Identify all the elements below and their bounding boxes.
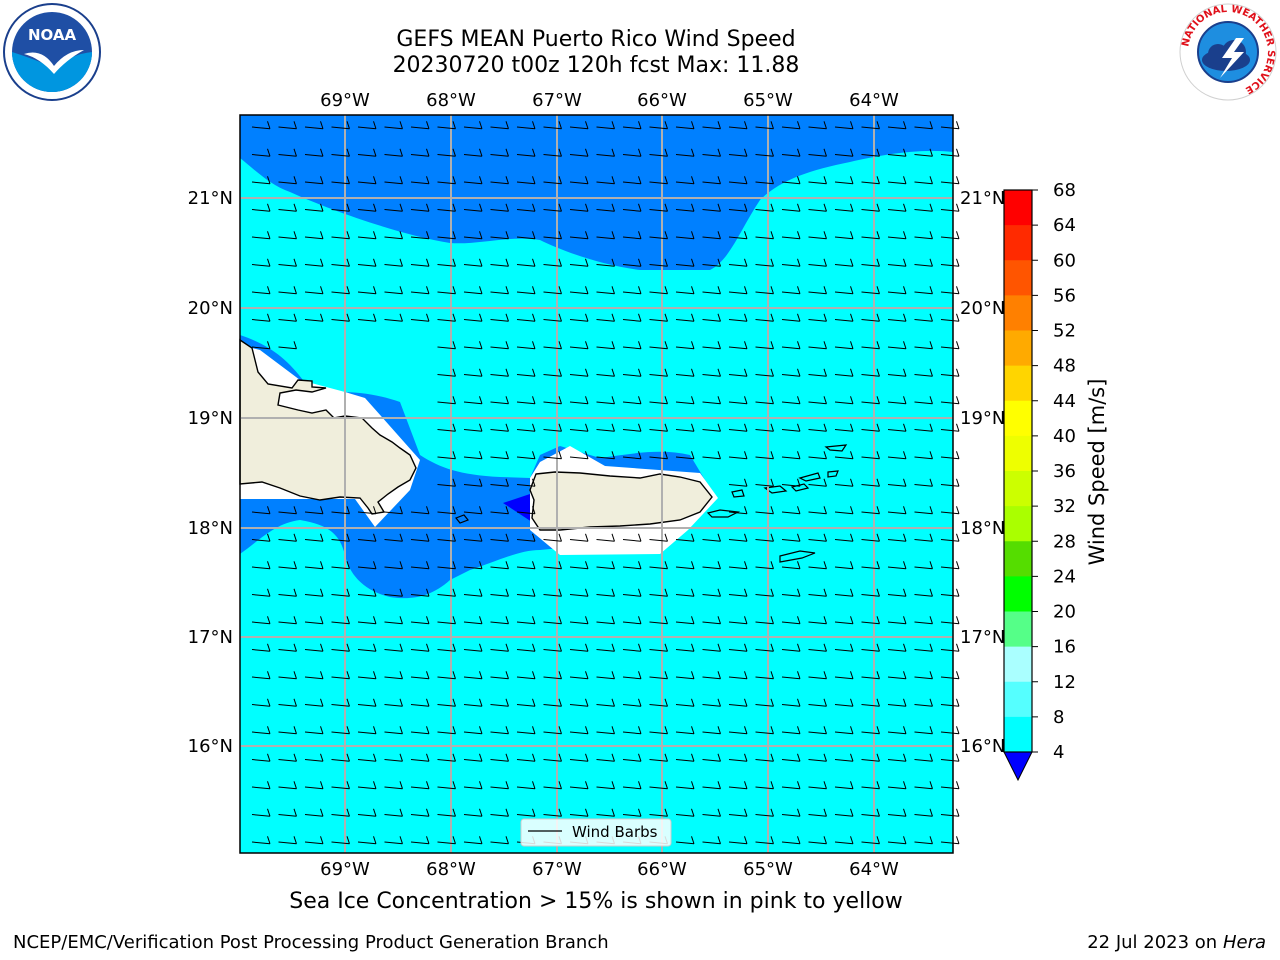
colorbar-segment xyxy=(1004,365,1032,402)
colorbar-tick-label: 16 xyxy=(1053,637,1076,658)
ocean-below-4-patch xyxy=(503,494,532,522)
lat-tick-label: 19°N xyxy=(960,408,1005,429)
colorbar-segment xyxy=(1004,225,1032,261)
lat-tick-label: 18°N xyxy=(188,518,233,539)
colorbar-label: Wind Speed [m/s] xyxy=(1085,378,1109,566)
lon-tick-label: 67°W xyxy=(532,90,582,111)
lat-labels-right: 21°N 20°N 19°N 18°N 17°N 16°N xyxy=(960,188,1005,757)
colorbar-tick-label: 20 xyxy=(1053,602,1076,623)
lon-tick-label: 64°W xyxy=(849,90,899,111)
lat-tick-label: 20°N xyxy=(960,298,1005,319)
colorbar-tick-label: 56 xyxy=(1053,285,1076,306)
colorbar-tick-label: 52 xyxy=(1053,321,1076,342)
lon-tick-label: 69°W xyxy=(320,90,370,111)
footer-branch: NCEP/EMC/Verification Post Processing Pr… xyxy=(13,932,609,953)
lat-tick-label: 21°N xyxy=(960,188,1005,209)
colorbar-tick-label: 4 xyxy=(1053,742,1064,763)
colorbar-segment xyxy=(1004,611,1032,648)
colorbar-tick-label: 28 xyxy=(1053,531,1076,552)
lon-labels-bottom: 69°W 68°W 67°W 66°W 65°W 64°W xyxy=(320,859,899,880)
lat-tick-label: 19°N xyxy=(188,408,233,429)
lon-tick-label: 65°W xyxy=(743,859,793,880)
lat-tick-label: 17°N xyxy=(188,627,233,648)
st-croix-island xyxy=(779,550,816,563)
colorbar-segment xyxy=(1004,646,1032,683)
lat-labels-left: 21°N 20°N 19°N 18°N 17°N 16°N xyxy=(188,188,233,757)
lat-tick-label: 17°N xyxy=(960,627,1005,648)
lat-tick-label: 20°N xyxy=(188,298,233,319)
colorbar-segment xyxy=(1004,260,1032,296)
anegada-island xyxy=(824,444,848,452)
map-plot: Wind Barbs 69°W 68°W 67°W 66°W 65°W 64°W 69°W… xyxy=(188,90,1006,880)
legend-box xyxy=(520,818,672,847)
lon-tick-label: 66°W xyxy=(637,859,687,880)
colorbar-segment xyxy=(1004,506,1032,542)
virgin-gorda-island xyxy=(827,470,839,478)
lat-tick-label: 16°N xyxy=(960,736,1005,757)
colorbar-segment xyxy=(1004,681,1032,718)
vieques-island xyxy=(706,509,741,518)
footer-host: Hera xyxy=(1222,932,1266,953)
nws-logo: NATIONAL WEATHER SERVICE xyxy=(1179,3,1277,101)
sea-ice-note: Sea Ice Concentration > 15% is shown in … xyxy=(289,889,903,914)
chart-title: GEFS MEAN Puerto Rico Wind Speed xyxy=(396,27,796,52)
st-thomas-island xyxy=(763,485,788,494)
footer-date-text: 22 Jul 2023 on xyxy=(1087,932,1223,953)
lon-tick-label: 68°W xyxy=(426,859,476,880)
lon-labels-top: 69°W 68°W 67°W 66°W 65°W 64°W xyxy=(320,90,899,111)
lat-tick-label: 18°N xyxy=(960,518,1005,539)
barb-field xyxy=(251,121,960,845)
wind-barbs xyxy=(251,121,960,845)
colorbar-tick-label: 24 xyxy=(1053,566,1076,587)
tortola-island xyxy=(798,472,821,482)
colorbar-tick-label: 48 xyxy=(1053,356,1076,377)
colorbar-tick-label: 40 xyxy=(1053,426,1076,447)
colorbar-segment xyxy=(1004,190,1032,226)
colorbar-tick-label: 44 xyxy=(1053,391,1076,412)
lat-tick-label: 21°N xyxy=(188,188,233,209)
lon-tick-label: 69°W xyxy=(320,859,370,880)
map-frame xyxy=(239,114,954,854)
colorbar-tick-label: 60 xyxy=(1053,250,1076,271)
colorbar-segment xyxy=(1004,576,1032,612)
lon-tick-label: 64°W xyxy=(849,859,899,880)
colorbar-tick-label: 36 xyxy=(1053,461,1076,482)
legend-label: Wind Barbs xyxy=(572,823,658,841)
lon-tick-label: 65°W xyxy=(743,90,793,111)
svg-text:NOAA: NOAA xyxy=(28,26,77,44)
colorbar-segment xyxy=(1004,435,1032,472)
colorbar: 68 64 60 56 52 48 44 40 36 32 28 24 20 16 12 8 4 xyxy=(1003,180,1076,782)
puerto-rico-landmass xyxy=(529,471,713,531)
colorbar-segment xyxy=(1004,295,1032,331)
culebra-island xyxy=(731,489,745,498)
map-legend: Wind Barbs xyxy=(520,818,672,847)
footer-date: 22 Jul 2023 on Hera xyxy=(1087,932,1266,953)
colorbar-tick-label: 64 xyxy=(1053,215,1076,236)
hispaniola-landmass xyxy=(239,338,417,515)
noaa-logo: NOAA xyxy=(3,3,101,101)
colorbar-tick-label: 32 xyxy=(1053,496,1076,517)
ocean-4-8-band-north xyxy=(240,115,953,270)
graticule xyxy=(240,115,953,853)
mona-island xyxy=(455,514,469,524)
lon-tick-label: 66°W xyxy=(637,90,687,111)
lon-tick-label: 67°W xyxy=(532,859,582,880)
colorbar-tick-label: 68 xyxy=(1053,180,1076,201)
chart-subtitle: 20230720 t00z 120h fcst Max: 11.88 xyxy=(392,53,800,78)
colorbar-tick-label: 12 xyxy=(1053,672,1076,693)
colorbar-segment xyxy=(1004,716,1032,753)
colorbar-tick-label: 8 xyxy=(1053,707,1064,728)
colorbar-segment xyxy=(1004,330,1032,367)
colorbar-segment xyxy=(1004,471,1032,507)
colorbar-segment xyxy=(1004,400,1032,437)
colorbar-extend-arrow xyxy=(1003,751,1033,782)
colorbar-segment xyxy=(1004,541,1032,577)
lon-tick-label: 68°W xyxy=(426,90,476,111)
lat-tick-label: 16°N xyxy=(188,736,233,757)
